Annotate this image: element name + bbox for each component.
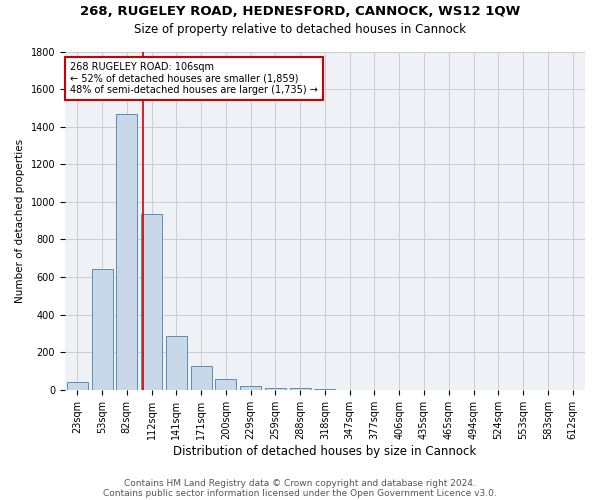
Bar <box>92 268 113 390</box>
Bar <box>166 336 187 390</box>
X-axis label: Distribution of detached houses by size in Cannock: Distribution of detached houses by size … <box>173 444 476 458</box>
Bar <box>67 382 88 390</box>
Text: 268, RUGELEY ROAD, HEDNESFORD, CANNOCK, WS12 1QW: 268, RUGELEY ROAD, HEDNESFORD, CANNOCK, … <box>80 5 520 18</box>
Text: Size of property relative to detached houses in Cannock: Size of property relative to detached ho… <box>134 22 466 36</box>
Text: Contains public sector information licensed under the Open Government Licence v3: Contains public sector information licen… <box>103 488 497 498</box>
Bar <box>265 388 286 390</box>
Bar <box>314 389 335 390</box>
Text: Contains HM Land Registry data © Crown copyright and database right 2024.: Contains HM Land Registry data © Crown c… <box>124 478 476 488</box>
Bar <box>116 114 137 390</box>
Bar <box>240 386 261 390</box>
Text: 268 RUGELEY ROAD: 106sqm
← 52% of detached houses are smaller (1,859)
48% of sem: 268 RUGELEY ROAD: 106sqm ← 52% of detach… <box>70 62 318 95</box>
Bar <box>290 388 311 390</box>
Bar <box>141 214 162 390</box>
Bar <box>191 366 212 390</box>
Y-axis label: Number of detached properties: Number of detached properties <box>15 138 25 302</box>
Bar <box>215 378 236 390</box>
